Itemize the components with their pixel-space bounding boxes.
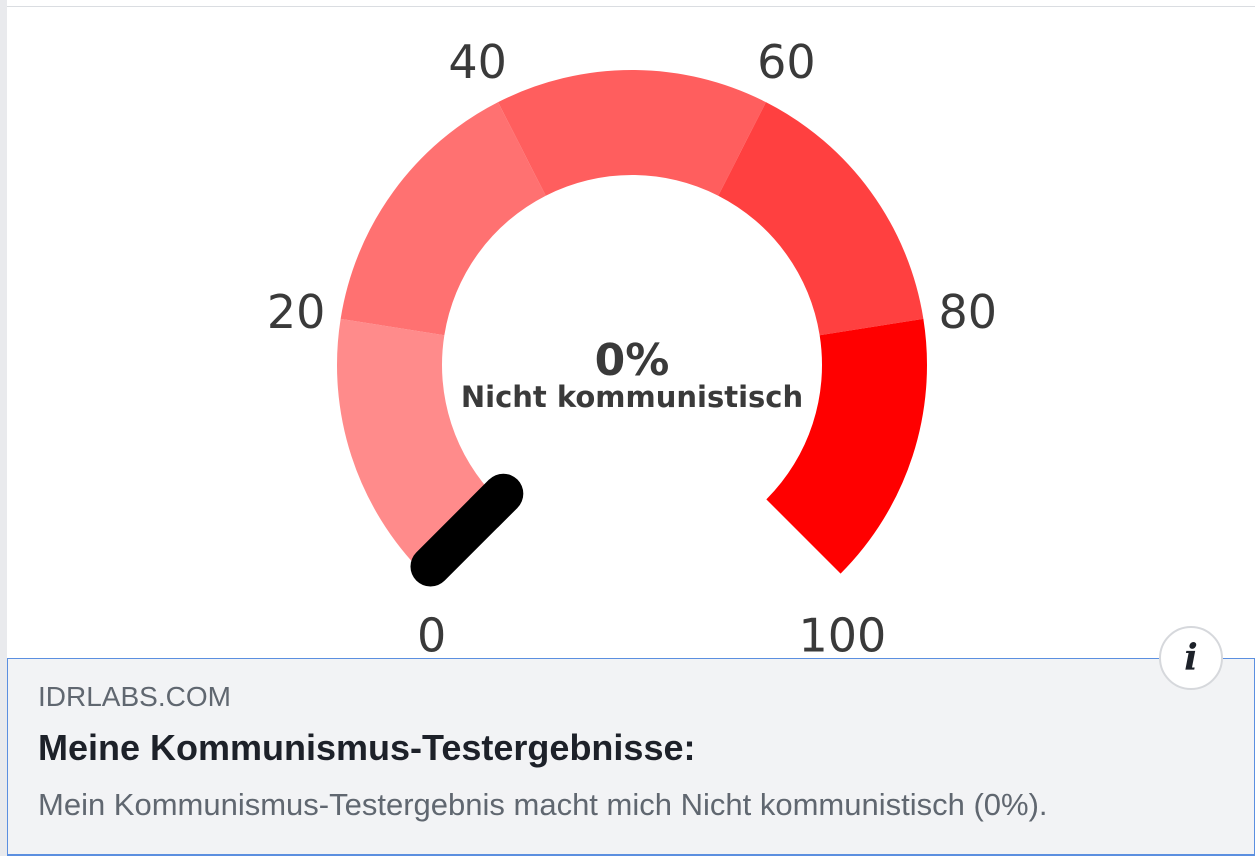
info-button[interactable]: i [1159,626,1223,690]
link-preview-card[interactable]: IDRLABS.COM Meine Kommunismus-Testergebn… [7,658,1255,856]
gauge-needle-base [469,479,518,528]
gauge-tick-label-100: 100 [799,608,887,658]
card-title[interactable]: Meine Kommunismus-Testergebnisse: [38,727,696,768]
page-left-edge [0,0,7,856]
gauge-tick-label-80: 80 [939,285,998,339]
gauge-chart: 0 20 40 60 80 100 0% Nicht kommunistisch [267,35,997,658]
gauge-tick-label-0: 0 [417,608,446,658]
info-icon: i [1184,637,1198,679]
gauge-tick-label-20: 20 [267,285,326,339]
gauge-segment-3 [498,70,766,196]
gauge-tick-label-40: 40 [448,35,507,89]
gauge-segment-2 [340,102,546,336]
gauge-needle-layer [410,473,524,587]
gauge-value: 0% [595,335,670,386]
gauge-tick-labels: 0 20 40 60 80 100 [267,35,997,658]
page-top-edge [7,0,1255,7]
gauge-panel[interactable]: 0 20 40 60 80 100 0% Nicht kommunistisch [7,7,1255,658]
gauge-tick-label-60: 60 [757,35,816,89]
gauge-caption: Nicht kommunistisch [461,380,803,414]
gauge-segment-4 [718,102,924,336]
card-domain: IDRLABS.COM [38,681,231,712]
gauge-segment-5 [766,318,927,574]
gauge-segment-1 [337,318,498,574]
card-description: Mein Kommunismus-Testergebnis macht mich… [38,787,1048,822]
gauge-segments [337,70,927,574]
